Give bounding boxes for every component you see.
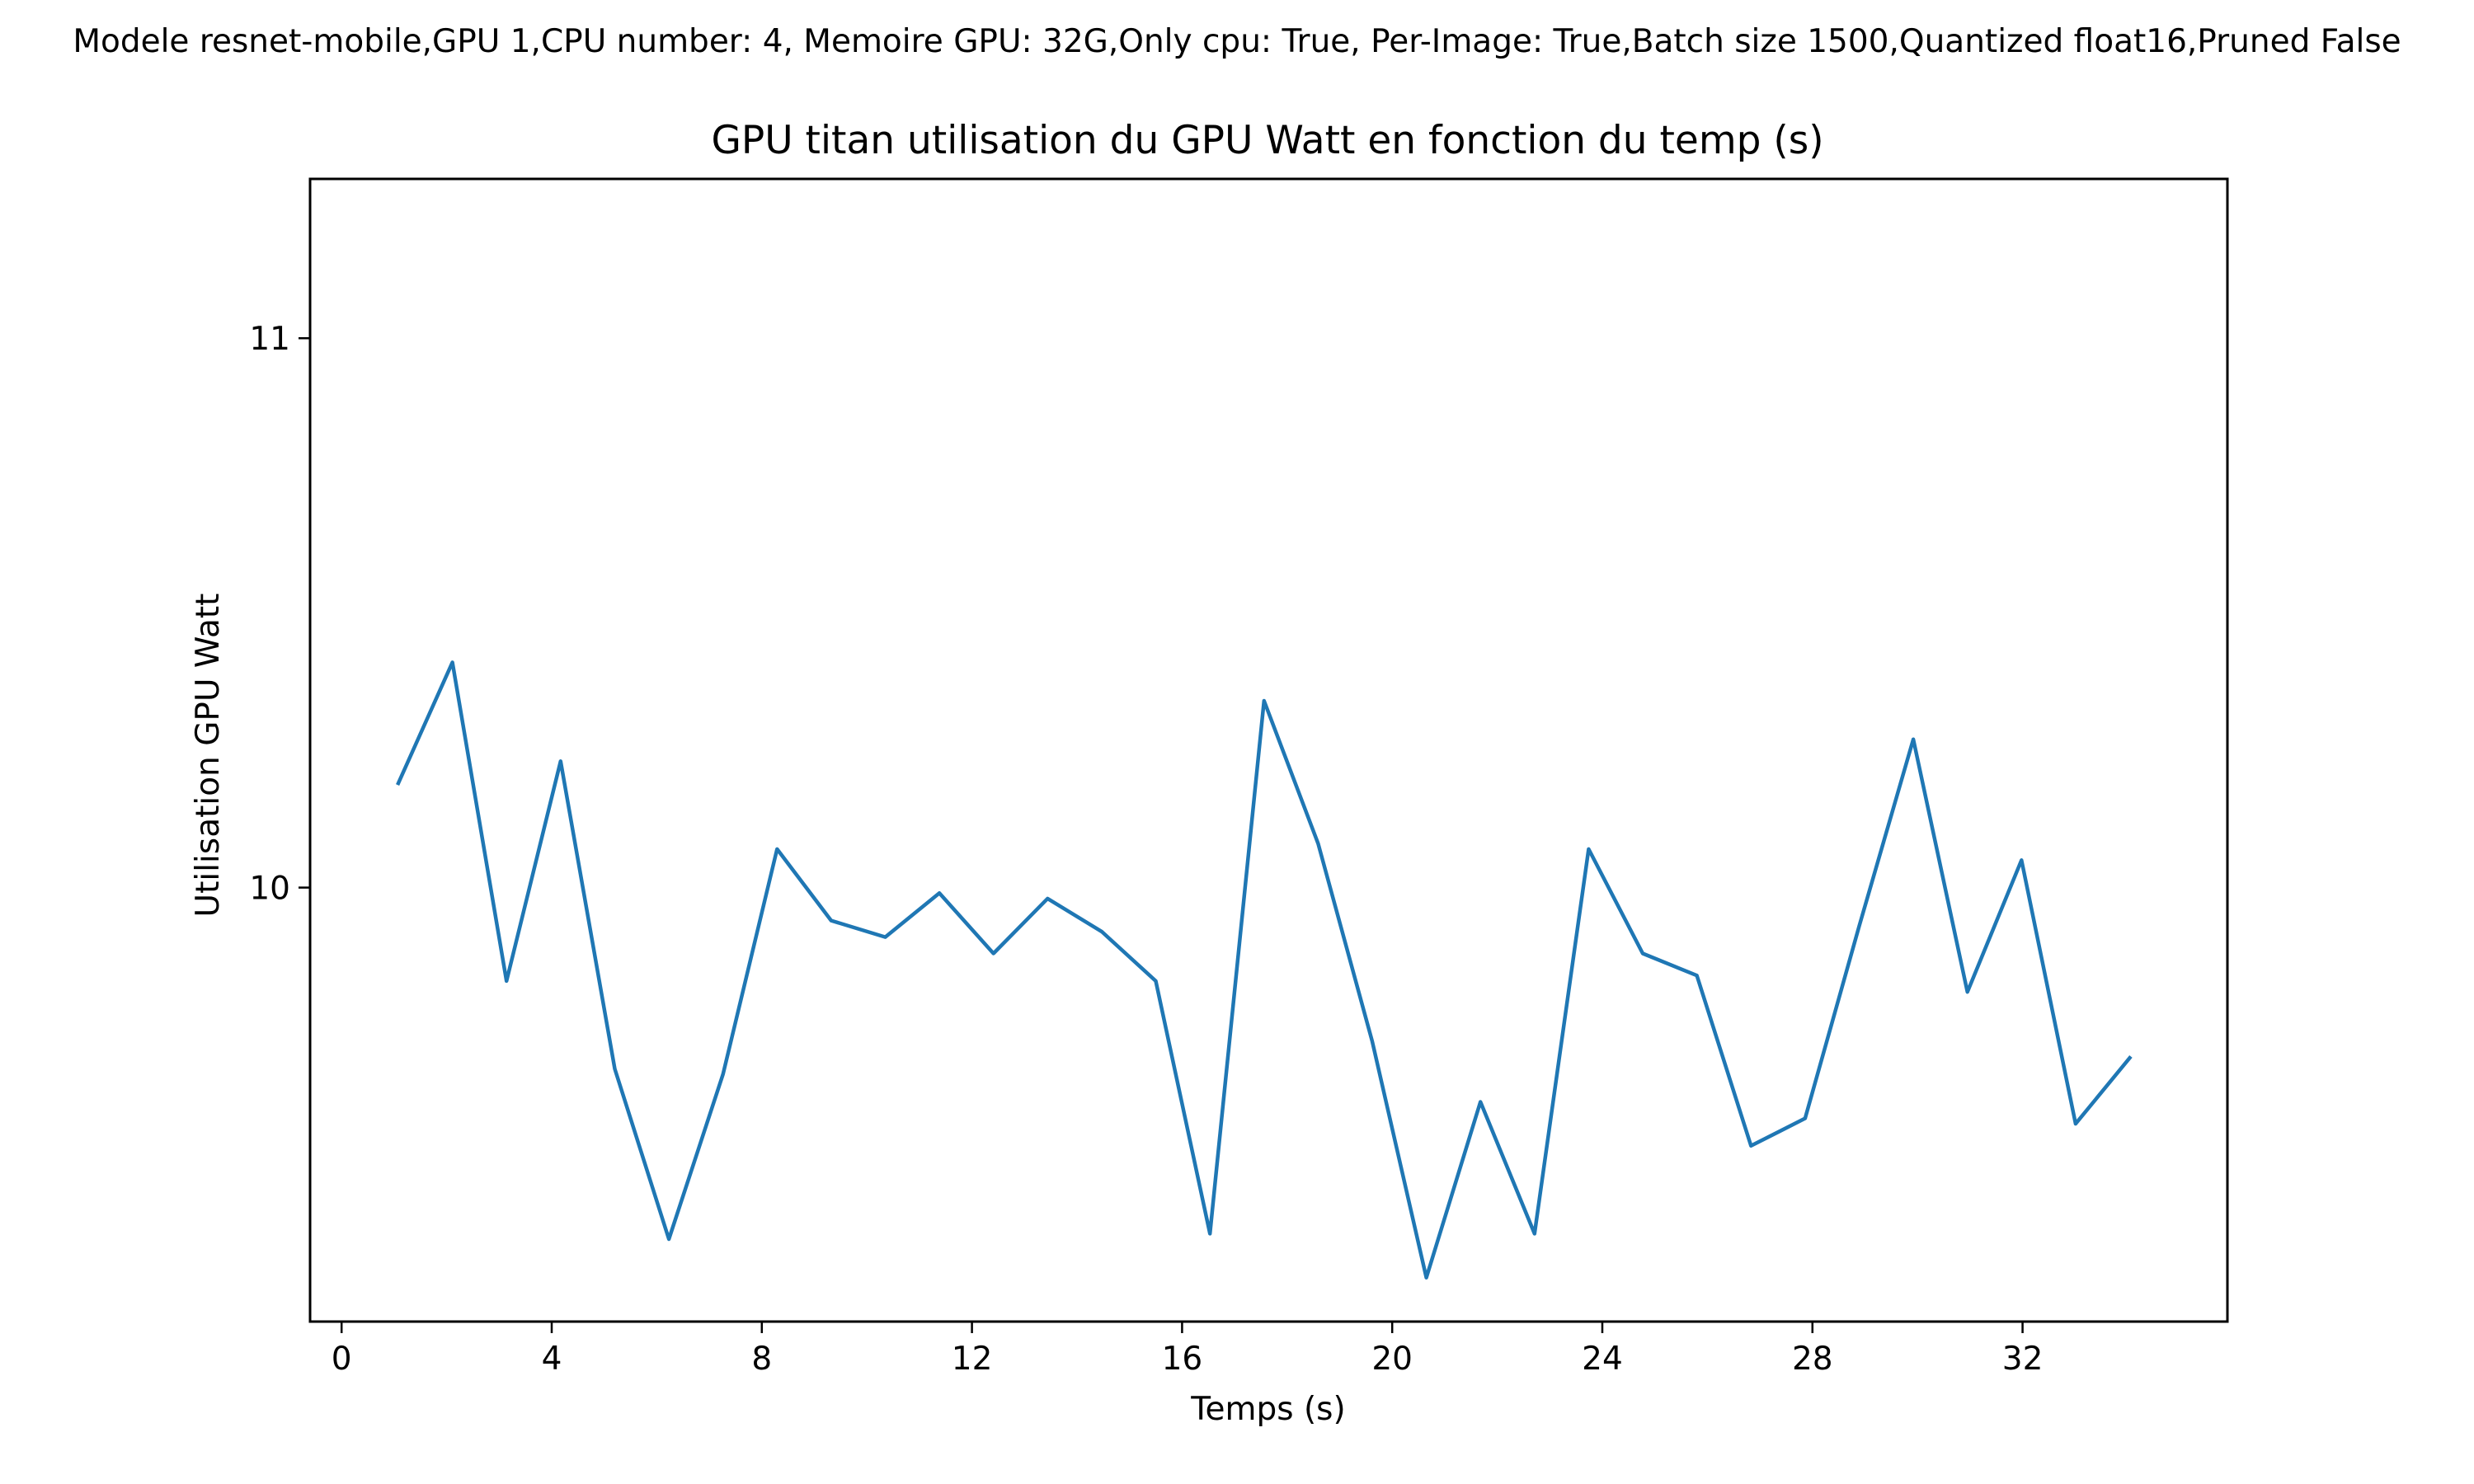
plot-frame bbox=[308, 177, 2229, 1323]
series-line bbox=[396, 660, 2133, 1280]
x-axis-label: Temps (s) bbox=[1190, 1391, 1345, 1428]
x-tick-label: 12 bbox=[952, 1341, 993, 1378]
x-tick-label: 4 bbox=[542, 1341, 562, 1378]
x-tick-label: 32 bbox=[2002, 1341, 2044, 1378]
y-tick-label: 10 bbox=[249, 871, 290, 908]
series-layer bbox=[396, 660, 2133, 1280]
y-axis-label: Utilisation GPU Watt bbox=[190, 594, 227, 918]
x-tick-label: 20 bbox=[1371, 1341, 1413, 1378]
x-tick-label: 24 bbox=[1582, 1341, 1623, 1378]
y-tick-label: 11 bbox=[249, 321, 290, 358]
x-tick-label: 16 bbox=[1162, 1341, 1203, 1378]
x-tick-label: 28 bbox=[1792, 1341, 1833, 1378]
chart-title: GPU titan utilisation du GPU Watt en fon… bbox=[711, 118, 1823, 163]
x-tick-label: 0 bbox=[332, 1341, 352, 1378]
x-tick-label: 8 bbox=[751, 1341, 772, 1378]
figure-suptitle: Modele resnet-mobile,GPU 1,CPU number: 4… bbox=[73, 23, 2401, 60]
ticks-layer: 0 4 8 12 16 20 24 28 32 10 11 bbox=[249, 321, 2043, 1378]
